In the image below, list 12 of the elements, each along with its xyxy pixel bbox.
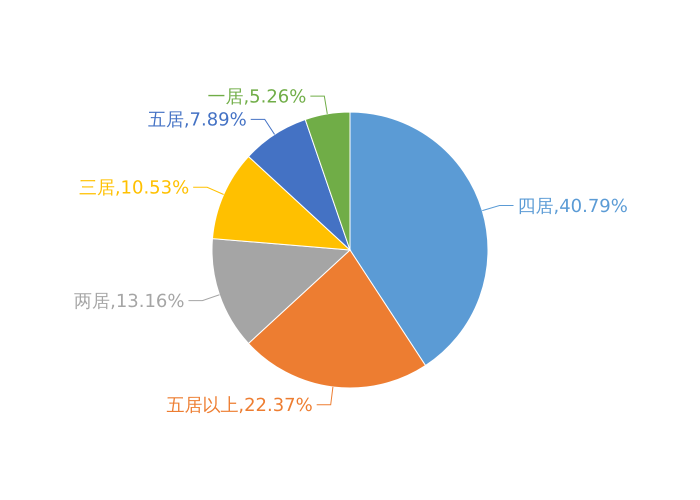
slice-label: 两居 [74, 290, 110, 312]
slice-label: 四居 [518, 196, 554, 217]
slice-label: 五居以上 [166, 395, 238, 416]
data-label: ,13.16% [110, 290, 184, 312]
data-label: ,10.53% [114, 178, 190, 199]
data-label: ,22.37% [238, 395, 313, 416]
data-label: ,5.26% [243, 86, 306, 108]
slice-label: 五居 [148, 110, 184, 131]
data-label: ,7.89% [184, 110, 247, 131]
slice-label: 三居 [78, 178, 115, 199]
data-label: ,40.79% [554, 196, 628, 217]
slice-label: 一居 [207, 86, 244, 108]
